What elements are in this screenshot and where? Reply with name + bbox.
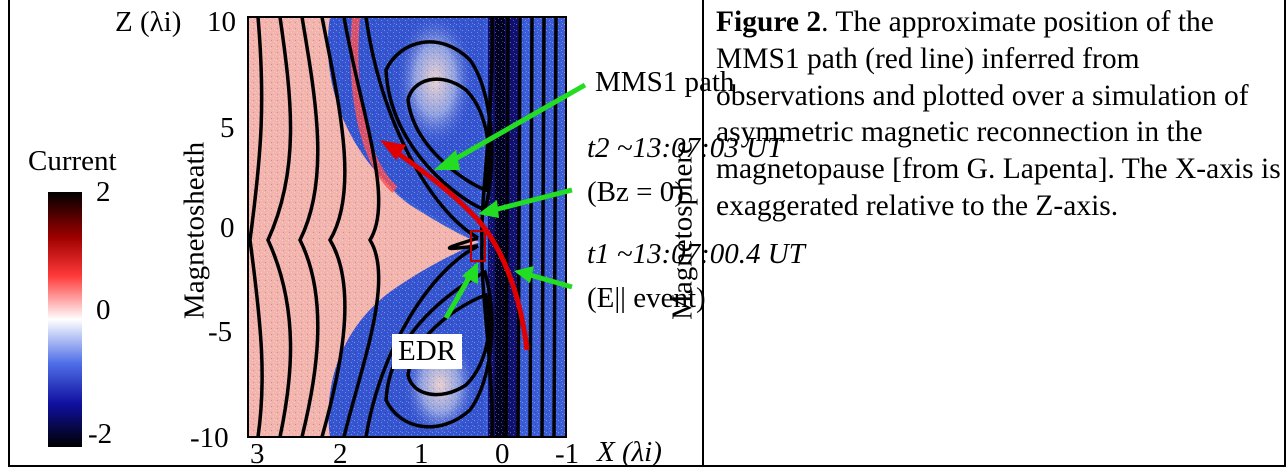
t2-time-label: t2 ~13:07:03 UT [587, 132, 784, 164]
path-arrow [448, 82, 587, 165]
current-map [248, 17, 566, 437]
z-tick: -5 [208, 316, 233, 348]
plot-border [247, 16, 567, 438]
simulation-plot [48, 16, 587, 447]
edr-box [470, 230, 486, 262]
magnetosheath-label: Magnetosheath [178, 141, 211, 320]
caption-label: Figure 2 [716, 6, 822, 38]
mms1-path-label: MMS1 path [595, 66, 735, 98]
mms1-path-arrowhead [380, 140, 406, 160]
t1-condition-label: (E|| event) [587, 282, 706, 314]
edr-arrow [443, 274, 473, 320]
t2-condition-label: (Bz = 0) [587, 176, 684, 208]
field-lines [248, 17, 558, 437]
figure-frame [8, 0, 1286, 467]
z-tick: 0 [220, 212, 235, 244]
t2-arrow [493, 187, 573, 213]
caption-divider [702, 0, 704, 467]
colorbar-tick: -2 [88, 418, 113, 450]
z-tick: 5 [220, 112, 235, 144]
t1-time-label: t1 ~13:07:00.4 UT [587, 238, 805, 270]
z-tick: -10 [190, 422, 229, 454]
x-tick: -1 [555, 438, 580, 470]
annotation-arrows [434, 82, 587, 320]
colorbar-tick: 0 [96, 294, 111, 326]
caption-text: . The approximate position of the MMS1 p… [716, 6, 1281, 222]
mms1-path [394, 149, 530, 351]
x-tick: 3 [250, 438, 265, 470]
t1-arrow [529, 272, 573, 290]
x-axis-label: X (λi) [597, 436, 662, 468]
x-tick: 0 [495, 438, 510, 470]
colorbar-tick: 2 [96, 176, 111, 208]
z-tick: 10 [207, 6, 236, 38]
z-axis-label: Z (λi) [115, 6, 182, 38]
colorbar-title: Current [28, 145, 117, 177]
edr-label: EDR [392, 334, 462, 369]
x-tick: 1 [414, 438, 429, 470]
x-tick: 2 [333, 438, 348, 470]
colorbar [48, 192, 82, 447]
figure-caption: Figure 2. The approximate position of th… [716, 4, 1281, 225]
